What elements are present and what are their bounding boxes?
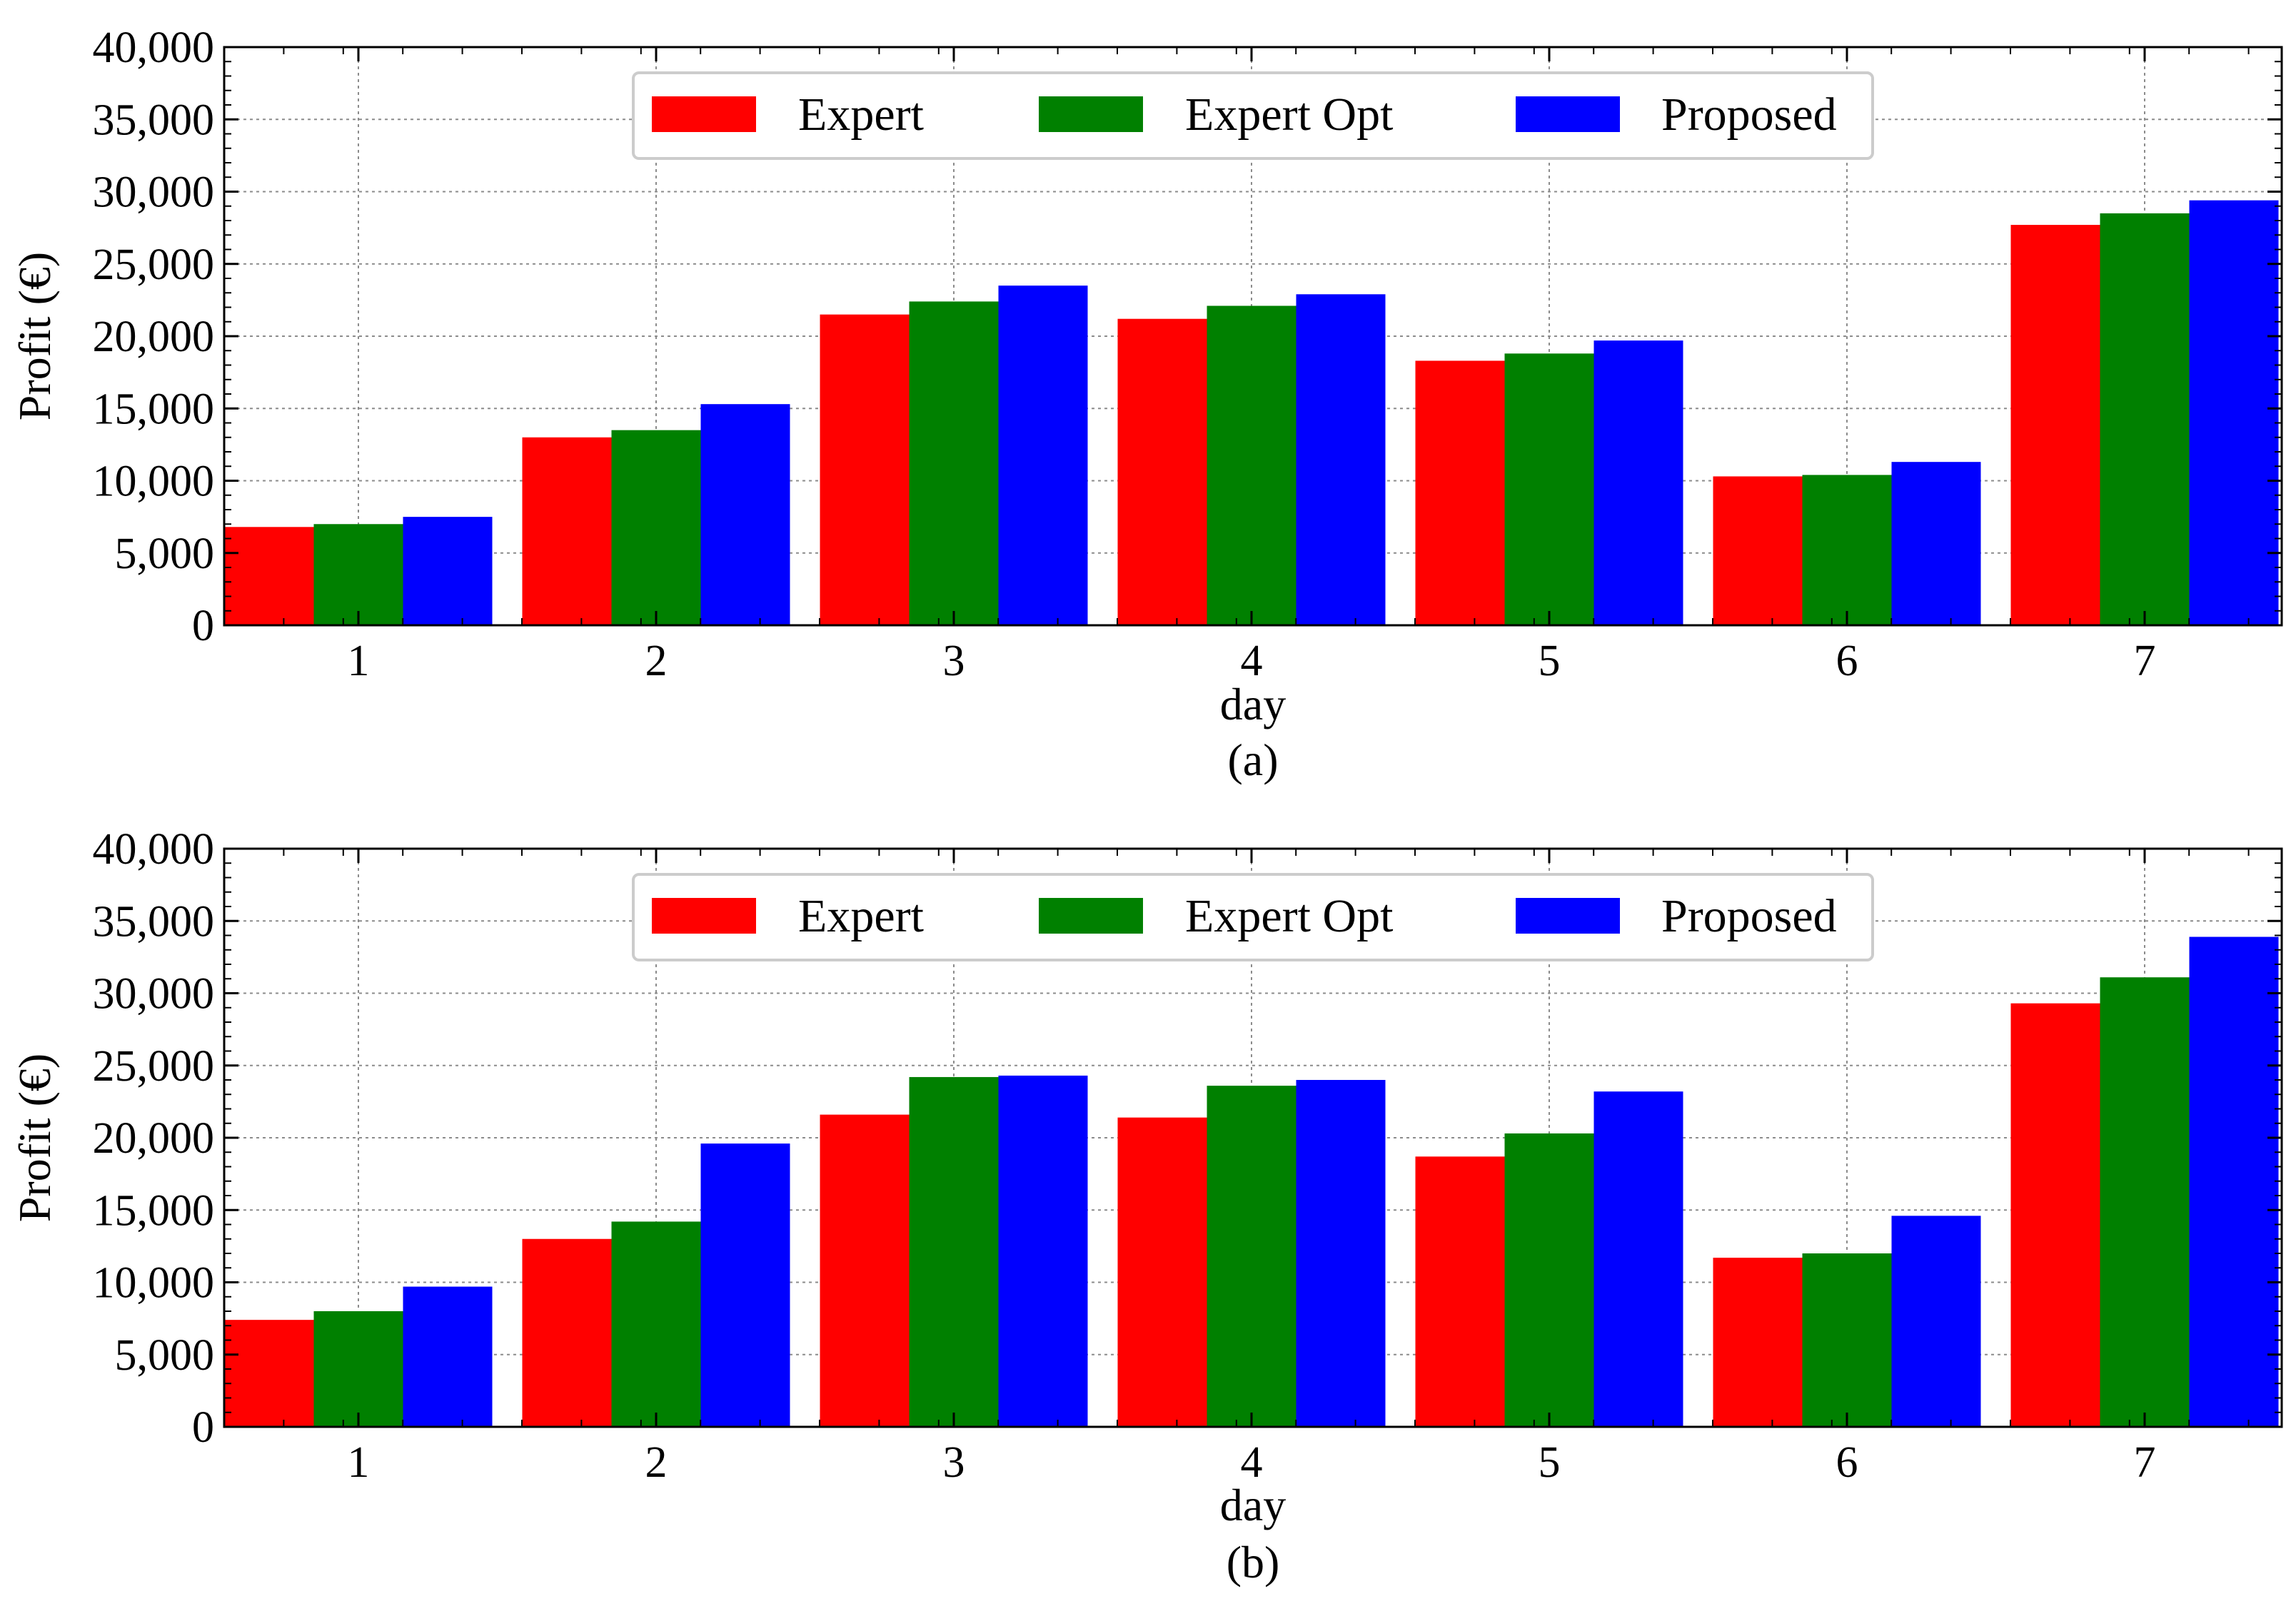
bar-expert-opt-day-7 (2100, 213, 2190, 625)
x-axis-label: day (1220, 1480, 1286, 1530)
y-tick-label: 20,000 (93, 1114, 215, 1163)
legend-label: Expert (798, 890, 924, 942)
bar-expert-opt-day-5 (1504, 1133, 1594, 1427)
y-tick-label: 30,000 (93, 970, 215, 1019)
bar-expert-day-6 (1713, 476, 1803, 625)
y-tick-label: 15,000 (93, 1186, 215, 1235)
bar-proposed-day-2 (700, 1143, 790, 1427)
x-tick-label: 3 (943, 1438, 965, 1487)
bar-expert-opt-day-1 (313, 1311, 403, 1427)
bar-expert-opt-day-1 (313, 524, 403, 625)
y-tick-label: 35,000 (93, 897, 215, 946)
bar-expert-day-1 (224, 527, 314, 625)
y-tick-label: 30,000 (93, 168, 215, 217)
bar-proposed-day-1 (403, 1286, 493, 1427)
bar-expert-day-7 (2010, 225, 2100, 625)
y-axis-label: Profit (€) (9, 1054, 60, 1222)
x-tick-label: 2 (645, 1438, 668, 1487)
bar-proposed-day-1 (403, 517, 493, 625)
bar-expert-opt-day-5 (1504, 353, 1594, 625)
legend-box (632, 71, 1874, 160)
legend-swatch-proposed (1516, 898, 1620, 934)
bar-expert-opt-day-3 (909, 1076, 999, 1427)
legend-label: Expert Opt (1185, 890, 1393, 942)
y-tick-label: 5,000 (115, 1331, 215, 1380)
legend-label: Expert Opt (1185, 89, 1393, 141)
bar-expert-day-2 (522, 1238, 612, 1427)
panel-caption: (a) (1227, 734, 1278, 785)
legend: Expert Expert Opt Proposed (632, 873, 1874, 961)
bar-proposed-day-3 (998, 286, 1088, 625)
y-tick-label: 35,000 (93, 96, 215, 144)
bar-expert-opt-day-7 (2100, 977, 2190, 1427)
legend-swatch-expert (652, 96, 756, 132)
bar-proposed-day-6 (1891, 1216, 1981, 1427)
bar-proposed-day-7 (2189, 200, 2279, 625)
y-tick-label: 10,000 (93, 458, 215, 506)
y-tick-label: 10,000 (93, 1259, 215, 1308)
bar-proposed-day-2 (700, 404, 790, 625)
y-tick-label: 25,000 (93, 1042, 215, 1091)
bar-expert-opt-day-6 (1802, 475, 1892, 625)
legend: Expert Expert Opt Proposed (632, 71, 1874, 160)
legend-swatch-proposed (1516, 96, 1620, 132)
bar-proposed-day-3 (998, 1075, 1088, 1427)
bar-expert-opt-day-4 (1207, 1086, 1296, 1427)
y-tick-label: 0 (192, 1403, 214, 1452)
x-tick-label: 2 (645, 637, 668, 685)
bar-proposed-day-5 (1593, 1091, 1683, 1427)
x-tick-label: 4 (1241, 637, 1263, 685)
y-tick-label: 40,000 (93, 825, 215, 874)
bar-expert-day-5 (1415, 360, 1505, 625)
bar-expert-opt-day-4 (1207, 305, 1296, 625)
panel-b: 0 5,000 10,000 15,000 20,000 25,000 30,000 35,0… (9, 825, 2283, 1587)
bar-proposed-day-5 (1593, 340, 1683, 625)
legend-label: Expert (798, 89, 924, 141)
x-tick-label: 6 (1836, 1438, 1858, 1487)
x-axis-label: day (1220, 679, 1286, 729)
bar-expert-day-4 (1117, 318, 1207, 625)
bar-expert-opt-day-2 (611, 1221, 701, 1427)
legend-box (632, 873, 1874, 961)
bar-expert-opt-day-3 (909, 301, 999, 625)
y-tick-label: 15,000 (93, 385, 215, 433)
bar-expert-opt-day-2 (611, 430, 701, 625)
bar-proposed-day-7 (2189, 936, 2279, 1427)
bar-proposed-day-6 (1891, 462, 1981, 625)
x-tick-label: 7 (2134, 637, 2156, 685)
x-tick-label: 6 (1836, 637, 1858, 685)
y-axis-label: Profit (€) (9, 252, 60, 420)
bar-expert-day-7 (2010, 1003, 2100, 1427)
legend-swatch-expert-opt (1039, 898, 1143, 934)
legend-swatch-expert (652, 898, 756, 934)
panel-caption: (b) (1227, 1537, 1280, 1587)
bar-expert-day-1 (224, 1320, 314, 1427)
bar-expert-day-4 (1117, 1117, 1207, 1427)
legend-label: Proposed (1661, 89, 1837, 141)
bar-expert-day-3 (820, 314, 910, 625)
y-tick-label: 20,000 (93, 313, 215, 361)
bar-expert-day-5 (1415, 1156, 1505, 1427)
x-tick-label: 5 (1539, 637, 1561, 685)
y-tick-label: 5,000 (115, 530, 215, 578)
legend-label: Proposed (1661, 890, 1837, 942)
bar-expert-day-3 (820, 1114, 910, 1427)
x-tick-label: 5 (1539, 1438, 1561, 1487)
y-tick-label: 40,000 (93, 24, 215, 72)
y-tick-label: 25,000 (93, 241, 215, 289)
x-tick-label: 1 (348, 1438, 370, 1487)
bar-expert-opt-day-6 (1802, 1253, 1892, 1427)
x-tick-label: 3 (943, 637, 965, 685)
bar-expert-day-2 (522, 437, 612, 625)
bar-expert-day-6 (1713, 1258, 1803, 1427)
bar-proposed-day-4 (1296, 1080, 1386, 1427)
legend-swatch-expert-opt (1039, 96, 1143, 132)
panel-a: 0 5,000 10,000 15,000 20,000 25,000 30,000 35,0… (9, 24, 2283, 785)
y-tick-label: 0 (192, 602, 214, 650)
x-tick-label: 4 (1241, 1438, 1263, 1487)
x-tick-label: 1 (348, 637, 370, 685)
bar-proposed-day-4 (1296, 294, 1386, 625)
x-tick-label: 7 (2134, 1438, 2156, 1487)
